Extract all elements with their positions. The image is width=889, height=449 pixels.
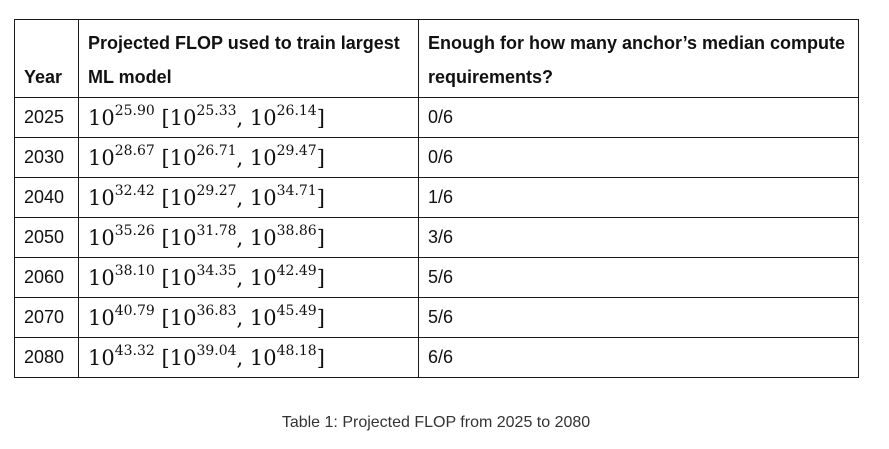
cell-anchor-count: 5/6	[418, 297, 859, 338]
flop-high-exponent: 38.86	[276, 223, 317, 239]
flop-high-exponent: 45.49	[276, 303, 317, 319]
cell-year: 2070	[14, 297, 79, 338]
table-row: 2070 1040.79 [1036.83, 1045.49] 5/6	[14, 297, 859, 338]
cell-anchor-count: 0/6	[418, 137, 859, 178]
flop-base: 10	[88, 226, 115, 250]
flop-base: 10	[249, 306, 277, 330]
cell-anchor-count: 6/6	[418, 337, 859, 378]
table-row: 2060 1038.10 [1034.35, 1042.49] 5/6	[14, 257, 859, 298]
flop-base: 10	[249, 266, 277, 290]
flop-median-exponent: 40.79	[114, 303, 155, 319]
flop-high-exponent: 26.14	[276, 103, 317, 119]
flop-expression: 1043.32 [1039.04, 1048.18]	[88, 343, 325, 370]
table-caption: Table 1: Projected FLOP from 2025 to 208…	[281, 414, 591, 431]
flop-expression: 1040.79 [1036.83, 1045.49]	[88, 303, 325, 330]
cell-projected-flop: 1025.90 [1025.33, 1026.14]	[78, 97, 419, 138]
flop-median-exponent: 25.90	[114, 103, 155, 119]
cell-anchor-count: 0/6	[418, 97, 859, 138]
cell-year: 2080	[14, 337, 79, 378]
table-row: 2025 1025.90 [1025.33, 1026.14] 0/6	[14, 97, 859, 138]
flop-base: 10	[249, 106, 277, 130]
cell-year: 2040	[14, 177, 79, 218]
flop-median-exponent: 32.42	[114, 183, 155, 199]
flop-expression: 1032.42 [1029.27, 1034.71]	[88, 183, 325, 210]
table-row: 2050 1035.26 [1031.78, 1038.86] 3/6	[14, 217, 859, 258]
flop-base: 10	[169, 346, 197, 370]
header-projected-flop: Projected FLOP used to train largest ML …	[78, 19, 419, 98]
flop-base: 10	[88, 186, 115, 210]
cell-projected-flop: 1032.42 [1029.27, 1034.71]	[78, 177, 419, 218]
header-year: Year	[14, 19, 79, 98]
flop-base: 10	[249, 346, 277, 370]
flop-base: 10	[88, 346, 115, 370]
flop-low-exponent: 31.78	[196, 223, 237, 239]
flop-base: 10	[169, 226, 197, 250]
flop-median-exponent: 38.10	[114, 263, 155, 279]
table-header-row: Year Projected FLOP used to train larges…	[14, 19, 859, 98]
flop-base: 10	[88, 266, 115, 290]
flop-base: 10	[88, 306, 115, 330]
cell-anchor-count: 1/6	[418, 177, 859, 218]
flop-low-exponent: 36.83	[196, 303, 237, 319]
flop-high-exponent: 29.47	[276, 143, 317, 159]
header-anchor-count: Enough for how many anchor’s median comp…	[418, 19, 859, 98]
flop-median-exponent: 35.26	[114, 223, 155, 239]
flop-base: 10	[169, 106, 197, 130]
flop-low-exponent: 29.27	[196, 183, 237, 199]
flop-median-exponent: 28.67	[114, 143, 155, 159]
flop-base: 10	[169, 266, 197, 290]
cell-year: 2060	[14, 257, 79, 298]
flop-base: 10	[249, 146, 277, 170]
cell-projected-flop: 1035.26 [1031.78, 1038.86]	[78, 217, 419, 258]
flop-low-exponent: 39.04	[196, 343, 237, 359]
cell-projected-flop: 1038.10 [1034.35, 1042.49]	[78, 257, 419, 298]
flop-expression: 1035.26 [1031.78, 1038.86]	[88, 223, 325, 250]
flop-base: 10	[88, 146, 115, 170]
cell-year: 2030	[14, 137, 79, 178]
flop-base: 10	[169, 306, 197, 330]
flop-median-exponent: 43.32	[114, 343, 155, 359]
flop-base: 10	[249, 226, 277, 250]
flop-expression: 1038.10 [1034.35, 1042.49]	[88, 263, 325, 290]
cell-projected-flop: 1043.32 [1039.04, 1048.18]	[78, 337, 419, 378]
table-row: 2030 1028.67 [1026.71, 1029.47] 0/6	[14, 137, 859, 178]
cell-projected-flop: 1040.79 [1036.83, 1045.49]	[78, 297, 419, 338]
cell-anchor-count: 5/6	[418, 257, 859, 298]
flop-high-exponent: 34.71	[276, 183, 317, 199]
flop-base: 10	[88, 106, 115, 130]
table-row: 2040 1032.42 [1029.27, 1034.71] 1/6	[14, 177, 859, 218]
flop-low-exponent: 25.33	[196, 103, 237, 119]
table-body: 2025 1025.90 [1025.33, 1026.14] 0/6 2030 102…	[14, 97, 859, 378]
flop-base: 10	[249, 186, 277, 210]
flop-projection-table: Year Projected FLOP used to train larges…	[14, 19, 859, 378]
table-row: 2080 1043.32 [1039.04, 1048.18] 6/6	[14, 337, 859, 378]
flop-expression: 1025.90 [1025.33, 1026.14]	[88, 103, 325, 130]
cell-projected-flop: 1028.67 [1026.71, 1029.47]	[78, 137, 419, 178]
cell-year: 2025	[14, 97, 79, 138]
flop-base: 10	[169, 186, 197, 210]
flop-expression: 1028.67 [1026.71, 1029.47]	[88, 143, 325, 170]
flop-low-exponent: 34.35	[196, 263, 237, 279]
flop-base: 10	[169, 146, 197, 170]
cell-year: 2050	[14, 217, 79, 258]
cell-anchor-count: 3/6	[418, 217, 859, 258]
flop-high-exponent: 48.18	[276, 343, 317, 359]
flop-high-exponent: 42.49	[276, 263, 317, 279]
flop-low-exponent: 26.71	[196, 143, 237, 159]
